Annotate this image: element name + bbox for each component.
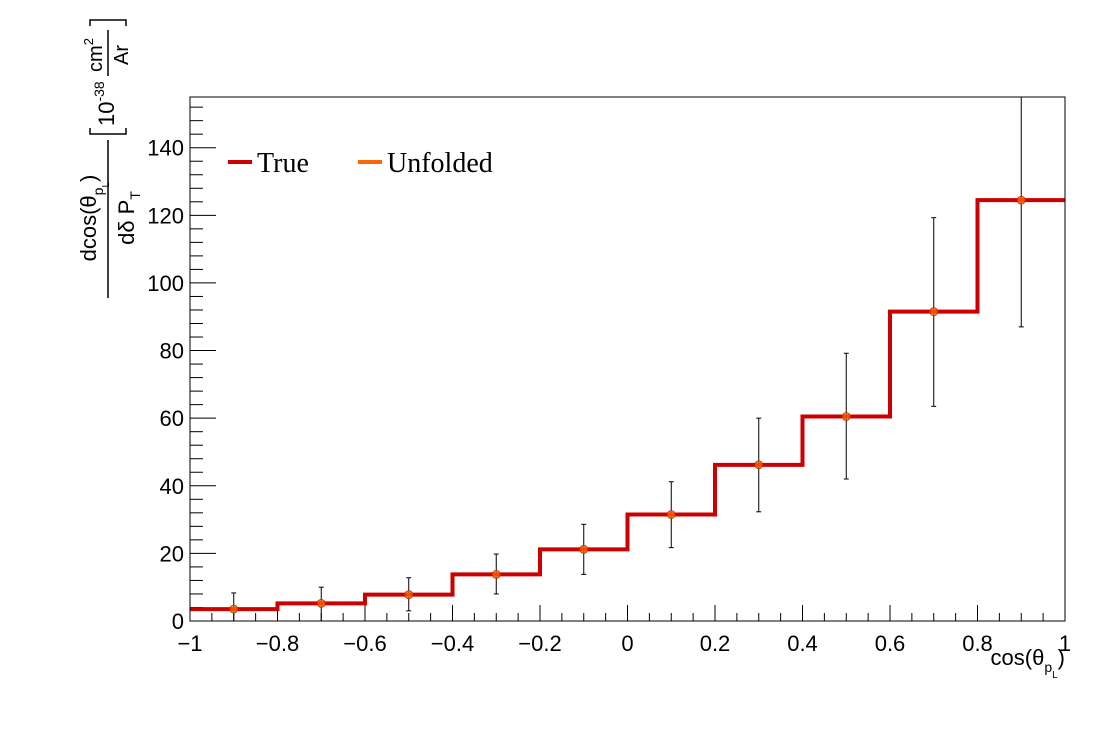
unfolded-point: [929, 307, 939, 317]
plot-frame: [189, 96, 1066, 622]
unfolded-points: [229, 195, 1026, 614]
unit-denominator: Ar: [111, 45, 133, 65]
unit-numerator: cm2: [81, 38, 107, 72]
y-tick-label: 80: [160, 339, 184, 364]
unfolded-point: [666, 510, 676, 519]
x-tick-label: −0.6: [343, 631, 386, 656]
x-tick-label: 0: [621, 631, 633, 656]
y-tick-label: 120: [147, 203, 184, 228]
y-label-denominator: dδ PT: [114, 191, 143, 245]
x-tick-label: 0.2: [700, 631, 731, 656]
tick-labels: −1 −0.8 −0.6 −0.4 −0.2 0 0.2 0.4 0.6 0.8 1 0 20 40 60 8…: [147, 136, 1071, 656]
unfolded-point: [404, 590, 414, 600]
y-label-numerator: dcos(θpL): [76, 175, 112, 262]
unfolded-point: [841, 412, 851, 421]
legend: True Unfolded: [228, 148, 493, 179]
x-tick-label: 1: [1059, 631, 1071, 656]
x-tick-label: −0.4: [431, 631, 474, 656]
unit-bracket-left: [89, 128, 127, 135]
x-tick-label: −0.8: [256, 631, 299, 656]
unfolded-point: [754, 460, 764, 470]
unfolded-point: [579, 544, 589, 554]
y-tick-label: 140: [147, 136, 184, 161]
unit-prefix: 10-38: [91, 81, 119, 126]
unfolded-point: [491, 569, 501, 579]
unfolded-point: [229, 604, 239, 614]
x-tick-label: 0.4: [787, 631, 818, 656]
x-tick-label: −0.2: [518, 631, 561, 656]
x-tick-label: 0.6: [875, 631, 906, 656]
legend-label-unfolded: Unfolded: [387, 148, 493, 179]
true-histogram: [190, 198, 1065, 612]
y-tick-label: 20: [160, 541, 184, 566]
y-axis-label: dcos(θpL) dδ PT 10-38 cm2 Ar: [76, 19, 143, 298]
unfolded-point: [1016, 195, 1026, 205]
true-step-line: [190, 198, 1065, 612]
y-tick-label: 100: [147, 271, 184, 296]
x-tick-label: −1: [177, 631, 202, 656]
y-tick-label: 0: [172, 609, 184, 634]
x-axis-label: cos(θpL): [991, 645, 1065, 681]
y-tick-label: 40: [160, 474, 184, 499]
unfolded-point: [316, 599, 326, 608]
minor-ticks: [190, 106, 1044, 621]
legend-label-true: True: [257, 148, 309, 179]
y-tick-label: 60: [160, 406, 184, 431]
x-tick-label: 0.8: [962, 631, 993, 656]
unit-bracket-right: [89, 19, 127, 26]
